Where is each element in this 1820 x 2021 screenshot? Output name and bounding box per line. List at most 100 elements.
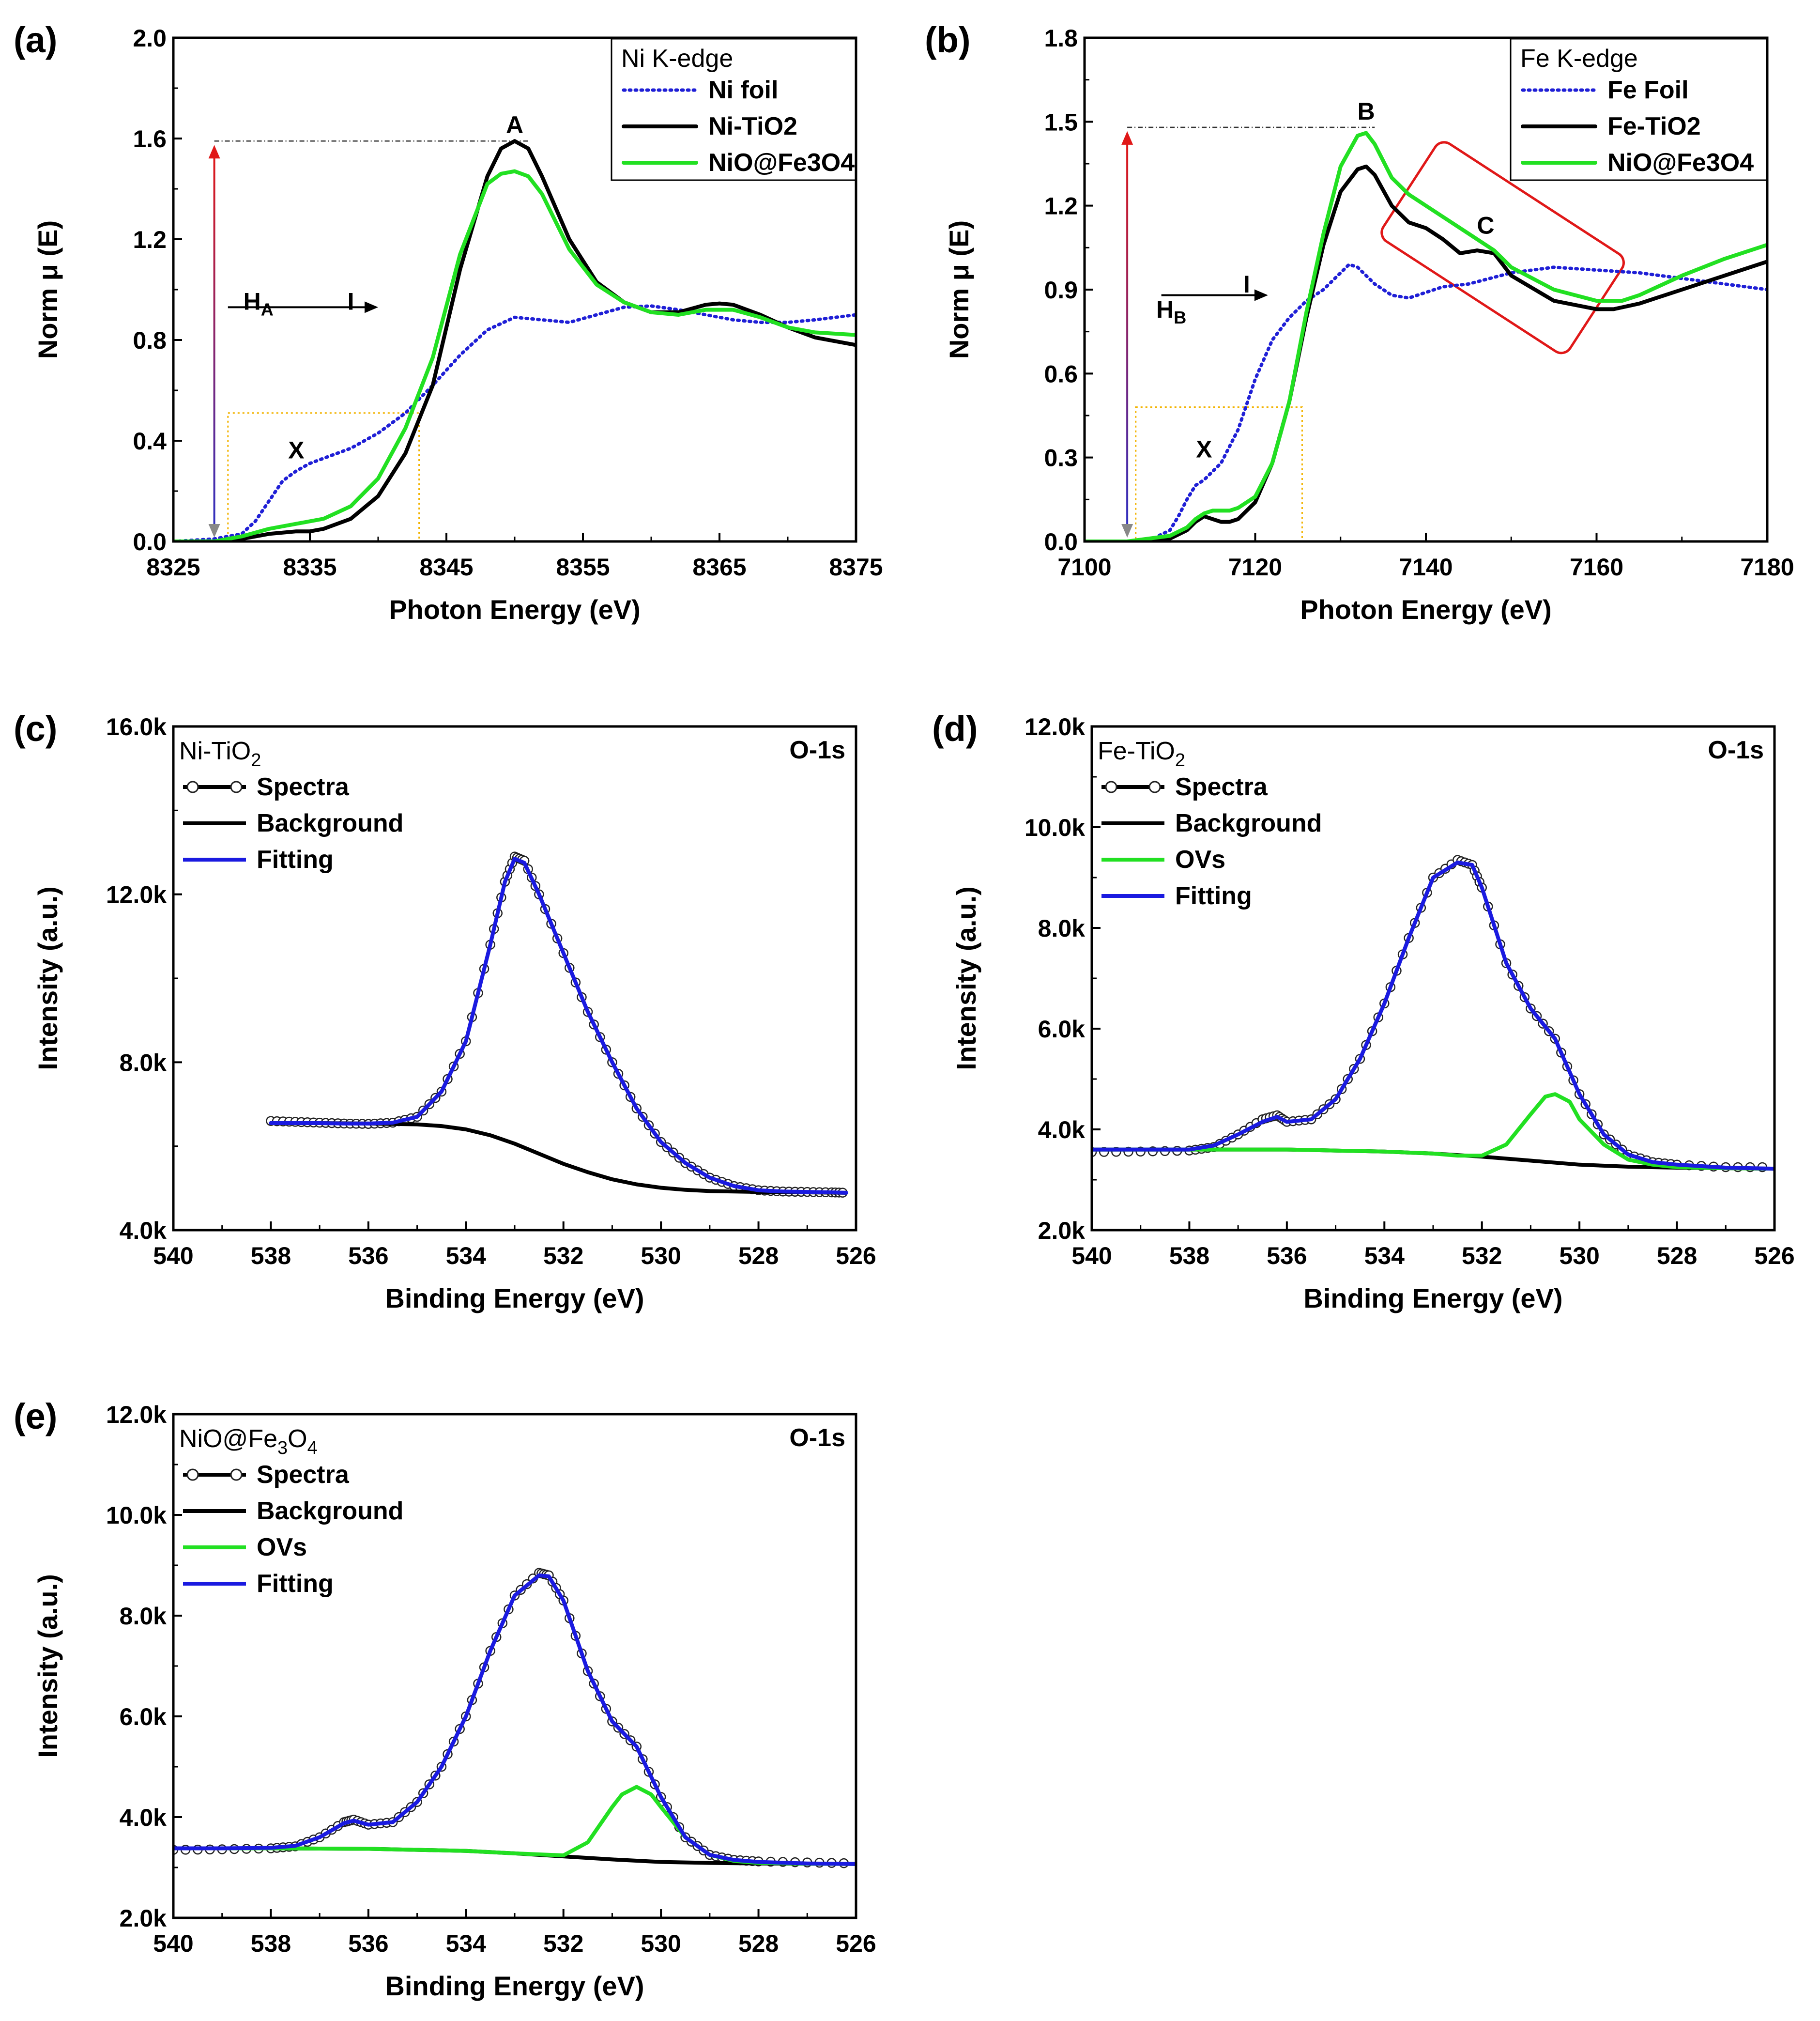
plot-area xyxy=(266,851,848,1198)
sample-label: Ni-TiO2 xyxy=(179,737,261,771)
sample-label: Fe-TiO2 xyxy=(1098,737,1185,771)
series-line xyxy=(173,139,856,541)
plot-area xyxy=(173,139,856,541)
series-fe-foil xyxy=(1085,262,1767,541)
legend-entry: NiO@Fe3O4 xyxy=(1607,149,1754,177)
series-ni-foil xyxy=(173,304,856,541)
legend-title: Ni K-edge xyxy=(621,45,733,73)
sample-tail: O xyxy=(288,1425,307,1453)
legend-entry: Fe Foil xyxy=(1607,76,1689,104)
x-tick-label: 7180 xyxy=(1740,554,1794,581)
series-line xyxy=(269,857,848,1195)
chart-panel-a: (a) 8325 8335 8345 8355 8365 8375 0.0 0.4 0.8 1.2 1… xyxy=(14,20,883,625)
legend-marker xyxy=(230,1468,243,1481)
y-tick-label: 4.0k xyxy=(120,1804,167,1831)
sample-subscript: 2 xyxy=(1175,750,1185,771)
y-tick-label: 8.0k xyxy=(120,1049,167,1076)
x-tick-label: 534 xyxy=(446,1930,487,1957)
x-tick-label: 540 xyxy=(153,1930,193,1957)
height-arrow-head-top xyxy=(208,145,220,159)
annotation-i: I xyxy=(1243,271,1250,298)
plot-area xyxy=(1085,126,1767,541)
x-tick-label: 534 xyxy=(446,1242,487,1269)
x-tick-label: 538 xyxy=(251,1242,291,1269)
x-tick-label: 8325 xyxy=(146,554,200,581)
x-tick-label: 540 xyxy=(153,1242,193,1269)
x-tick-label: 8375 xyxy=(829,554,883,581)
sample-subscript: 3 xyxy=(277,1438,288,1458)
y-tick-label: 1.2 xyxy=(1044,193,1078,220)
x-tick-label: 7120 xyxy=(1228,554,1282,581)
series-ovs xyxy=(1092,1092,1774,1171)
edge-arrow-head xyxy=(1254,289,1268,301)
x-tick-label: 526 xyxy=(1754,1242,1794,1269)
series-background xyxy=(269,1121,848,1195)
annotation-sub: B xyxy=(1174,308,1186,327)
y-tick-label: 1.8 xyxy=(1044,25,1078,52)
annotation-main: H xyxy=(1156,296,1174,323)
height-arrow-head-bottom xyxy=(1121,524,1133,538)
x-axis-label: Photon Energy (eV) xyxy=(1300,594,1552,625)
series-line xyxy=(1085,262,1767,541)
x-tick-label: 536 xyxy=(348,1930,388,1957)
x-tick-label: 536 xyxy=(1267,1242,1307,1269)
annotation-c: C xyxy=(1477,212,1494,239)
y-tick-label: 0.3 xyxy=(1044,445,1078,472)
y-tick-label: 1.5 xyxy=(1044,108,1078,136)
y-tick-label: 12.0k xyxy=(1025,713,1085,741)
y-tick-label: 0.8 xyxy=(133,327,167,354)
series-fitting xyxy=(1092,860,1774,1171)
legend-entry: Background xyxy=(257,809,403,837)
chart-panel-e: (e) 540 538 536 534 532 530 528 526 2.0k 4.0k 6.0k 8… xyxy=(14,1396,876,2001)
x-tick-label: 536 xyxy=(348,1242,388,1269)
x-tick-label: 526 xyxy=(836,1930,876,1957)
height-arrow-shaft xyxy=(213,154,215,528)
y-axis-label: Intensity (a.u.) xyxy=(951,886,981,1070)
chart-panel-b: (b) 7100 7120 7140 7160 7180 0.0 0.3 0.6 0.9 1.2 1.… xyxy=(925,20,1794,625)
y-tick-label: 2.0 xyxy=(133,25,167,52)
legend-marker xyxy=(186,781,199,793)
y-tick-label: 10.0k xyxy=(1025,814,1085,841)
series-line xyxy=(173,1573,856,1866)
legend-entry: Fe-TiO2 xyxy=(1607,112,1701,140)
height-arrow-shaft xyxy=(1126,140,1129,528)
series-nio-fe3o4 xyxy=(173,169,856,541)
legend-entry: Background xyxy=(1175,809,1322,837)
series-line xyxy=(1085,164,1767,541)
x-tick-label: 528 xyxy=(738,1242,779,1269)
legend-marker xyxy=(230,781,243,793)
y-tick-label: 6.0k xyxy=(1038,1016,1086,1043)
annotation-h: HA xyxy=(244,288,274,320)
height-arrow-head-top xyxy=(1121,131,1133,145)
axes-frame xyxy=(172,1413,857,1919)
sample-name: Ni-TiO xyxy=(179,737,251,765)
legend-title: Fe K-edge xyxy=(1520,45,1638,73)
x-axis-label: Binding Energy (eV) xyxy=(385,1283,644,1313)
panel-label-e: (e) xyxy=(14,1396,57,1436)
panel-label-d: (d) xyxy=(932,709,978,749)
legend-marker xyxy=(186,1468,199,1481)
sample-subscript-2: 4 xyxy=(307,1438,318,1458)
x-tick-label: 8335 xyxy=(283,554,336,581)
y-tick-label: 0.4 xyxy=(133,428,167,455)
series-line xyxy=(1085,131,1767,541)
corner-label: O-1s xyxy=(1708,736,1764,764)
y-tick-label: 2.0k xyxy=(1038,1217,1086,1244)
axes-frame xyxy=(172,36,857,543)
sample-label: NiO@Fe3O4 xyxy=(179,1425,318,1458)
series-line xyxy=(269,1121,848,1195)
chart-panel-c: (c) 540 538 536 534 532 530 528 526 4.0k 8.0k 12.0k… xyxy=(14,709,876,1313)
x-tick-label: 528 xyxy=(1657,1242,1697,1269)
height-arrow-head-bottom xyxy=(208,524,220,538)
legend-entry: Spectra xyxy=(1175,773,1268,801)
x-axis-label: Photon Energy (eV) xyxy=(389,594,641,625)
panel-label-b: (b) xyxy=(925,20,971,60)
x-tick-label: 530 xyxy=(641,1242,681,1269)
y-tick-label: 0.0 xyxy=(133,528,167,555)
legend-box xyxy=(1510,38,1768,181)
x-tick-label: 534 xyxy=(1364,1242,1405,1269)
x-tick-label: 532 xyxy=(1462,1242,1502,1269)
series-fe-tio2 xyxy=(1085,164,1767,541)
sample-name: NiO@Fe xyxy=(179,1425,277,1453)
y-tick-label: 4.0k xyxy=(120,1217,167,1244)
